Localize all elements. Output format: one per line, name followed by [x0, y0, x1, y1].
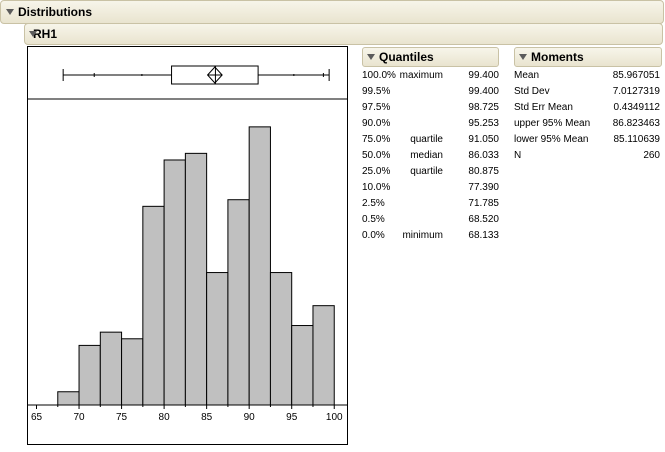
quantile-row: 50.0% median 86.033 [362, 150, 499, 166]
quantile-value: 68.133 [468, 230, 499, 241]
distributions-outline-header[interactable]: Distributions [0, 0, 664, 24]
histogram-bar [142, 205, 165, 406]
histogram-chart: 65 70 75 80 85 90 95 100 [28, 65, 347, 423]
quantile-label: quartile [410, 134, 443, 145]
moment-row: upper 95% Mean 86.823463 [514, 118, 660, 134]
quantile-row: 99.5% 99.400 [362, 86, 499, 102]
x-axis-tick-label: 90 [244, 412, 256, 423]
quantile-percent: 0.5% [362, 214, 385, 225]
histogram-bar [206, 272, 229, 406]
moment-row: Std Dev 7.0127319 [514, 86, 660, 102]
distributions-title: Distributions [18, 5, 92, 19]
x-axis-tick-label: 65 [31, 412, 43, 423]
quantile-label: median [410, 150, 443, 161]
moment-row: Mean 85.967051 [514, 70, 660, 86]
quantile-percent: 0.0% [362, 230, 385, 241]
quantile-value: 99.400 [468, 70, 499, 81]
quantile-value: 95.253 [468, 118, 499, 129]
histogram-bar [163, 159, 186, 406]
moment-value: 85.110639 [613, 134, 660, 145]
quantile-value: 71.785 [468, 198, 499, 209]
moment-value: 85.967051 [612, 70, 660, 81]
moment-value: 0.4349112 [613, 102, 660, 113]
quantile-label: maximum [399, 70, 443, 81]
moment-row: N 260 [514, 150, 660, 166]
x-axis-tick-label: 100 [326, 412, 343, 423]
quantile-percent: 100.0% [362, 70, 396, 81]
disclosure-triangle-icon[interactable] [519, 54, 527, 60]
moment-row: Std Err Mean 0.4349112 [514, 102, 660, 118]
quantile-value: 98.725 [468, 102, 499, 113]
histogram-bar [291, 325, 314, 406]
quantile-percent: 50.0% [362, 150, 391, 161]
quantile-percent: 90.0% [362, 118, 391, 129]
quantile-value: 91.050 [468, 134, 499, 145]
moment-row: lower 95% Mean 85.110639 [514, 134, 660, 150]
histogram-bar [248, 126, 271, 406]
quantile-percent: 75.0% [362, 134, 391, 145]
quantile-row: 0.5% 68.520 [362, 214, 499, 230]
histogram-bar [99, 331, 123, 406]
quantile-row: 90.0% 95.253 [362, 118, 499, 134]
quantile-percent: 10.0% [362, 182, 391, 193]
moment-value: 86.823463 [612, 118, 660, 129]
x-axis-tick-label: 70 [73, 412, 85, 423]
moment-name: Mean [514, 70, 540, 81]
quantile-row: 2.5% 71.785 [362, 198, 499, 214]
quantile-row: 0.0% minimum 68.133 [362, 230, 499, 246]
histogram-bar [57, 391, 80, 406]
histogram-bar [184, 152, 208, 406]
quantile-percent: 99.5% [362, 86, 391, 97]
quantile-row: 75.0% quartile 91.050 [362, 134, 499, 150]
moments-header[interactable]: Moments [514, 47, 662, 67]
histogram-bar [269, 272, 293, 406]
moment-value: 260 [643, 150, 660, 161]
quantile-value: 80.875 [468, 166, 499, 177]
quantile-value: 99.400 [468, 86, 499, 97]
quantile-value: 68.520 [468, 214, 499, 225]
variable-title: RH1 [33, 27, 58, 41]
histogram-bar [121, 338, 144, 406]
quantile-percent: 25.0% [362, 166, 391, 177]
quantile-row: 100.0% maximum 99.400 [362, 70, 499, 86]
moments-title: Moments [531, 50, 584, 64]
histogram-bar [227, 199, 250, 406]
moment-name: N [514, 150, 522, 161]
histogram-plot-frame: 65 70 75 80 85 90 95 100 [27, 46, 348, 445]
histogram-bar [78, 344, 101, 406]
quantile-label: minimum [402, 230, 443, 241]
disclosure-triangle-icon[interactable] [29, 31, 37, 37]
moment-name: upper 95% Mean [514, 118, 591, 129]
quantiles-header[interactable]: Quantiles [362, 47, 499, 67]
quantile-row: 97.5% 98.725 [362, 102, 499, 118]
moment-name: Std Err Mean [514, 102, 573, 113]
quantile-percent: 97.5% [362, 102, 391, 113]
quantile-percent: 2.5% [362, 198, 385, 209]
x-axis-tick-label: 95 [286, 412, 298, 423]
moment-value: 7.0127319 [612, 86, 660, 97]
variable-outline-header[interactable]: RH1 [24, 23, 663, 45]
quantile-value: 86.033 [468, 150, 499, 161]
moment-name: Std Dev [514, 86, 550, 97]
quantile-row: 10.0% 77.390 [362, 182, 499, 198]
x-axis-tick-label: 75 [116, 412, 128, 423]
quantiles-title: Quantiles [379, 50, 434, 64]
quantile-label: quartile [410, 166, 443, 177]
x-axis-tick-label: 80 [159, 412, 171, 423]
histogram-bar [312, 305, 335, 406]
quantile-row: 25.0% quartile 80.875 [362, 166, 499, 182]
x-axis-tick-label: 85 [201, 412, 213, 423]
disclosure-triangle-icon[interactable] [6, 9, 14, 15]
moment-name: lower 95% Mean [514, 134, 589, 145]
disclosure-triangle-icon[interactable] [367, 54, 375, 60]
quantile-value: 77.390 [468, 182, 499, 193]
